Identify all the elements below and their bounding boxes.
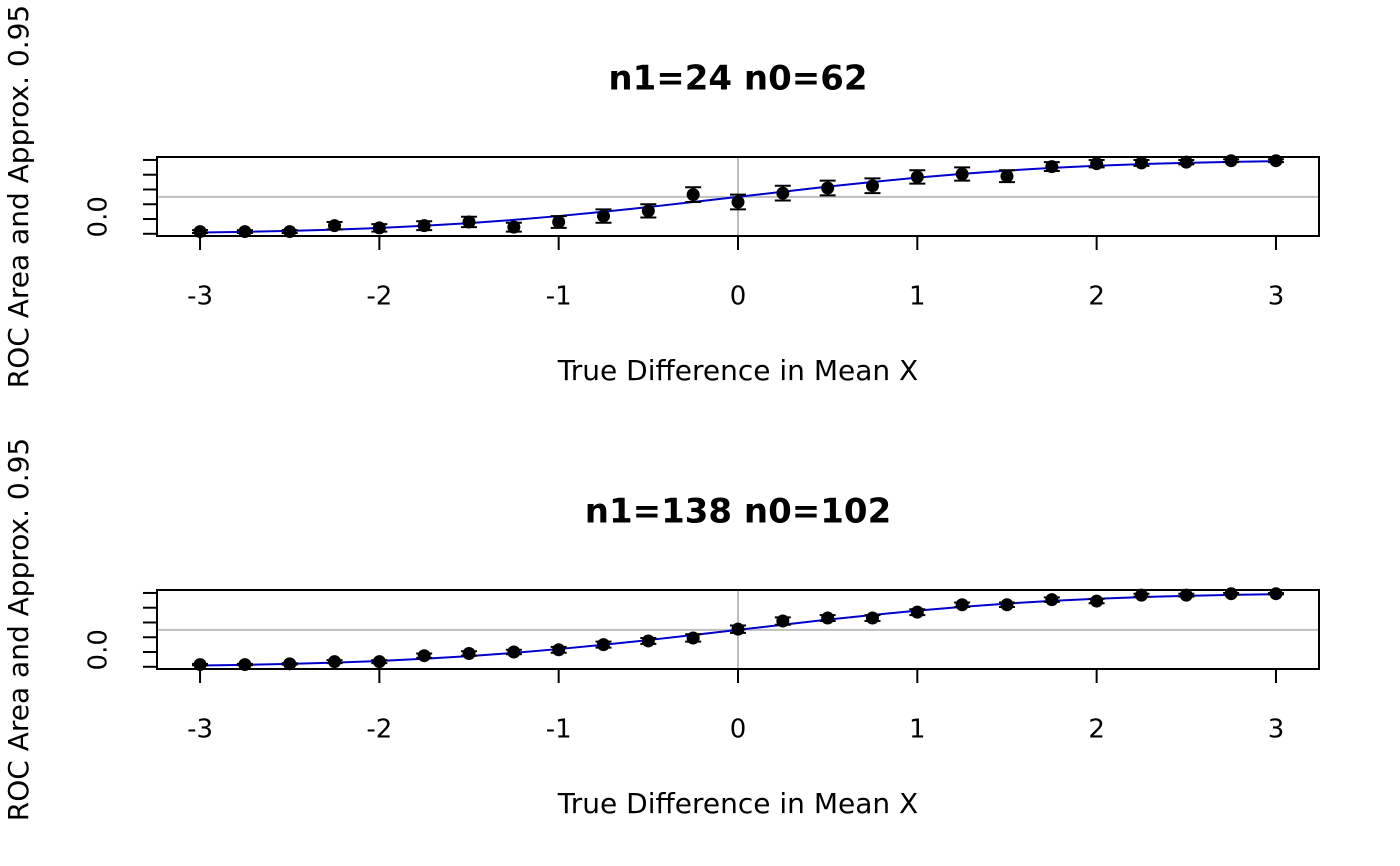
point [865,179,879,193]
point [238,225,252,239]
x-tick-label: -2 [366,715,392,745]
x-tick-label: 3 [1268,282,1285,312]
point [731,195,745,209]
point [193,658,207,672]
x-tick-label: -1 [546,715,572,745]
x-tick-label: -3 [187,282,213,312]
point [776,186,790,200]
x-tick-label: 0 [730,282,747,312]
point [821,181,835,195]
point [955,598,969,612]
point [193,225,207,239]
point [1000,598,1014,612]
point [910,170,924,184]
chart-title: n1=138 n0=102 [585,492,891,532]
y-axis-label: ROC Area and Approx. 0.95 [2,5,35,388]
point [238,658,252,672]
point [1090,157,1104,171]
point [955,167,969,181]
x-tick-label: -1 [546,282,572,312]
x-tick-label: 2 [1088,282,1105,312]
point [776,614,790,628]
point [1179,588,1193,602]
point [865,611,879,625]
point [462,215,476,229]
x-tick-label: -3 [187,715,213,745]
point [731,622,745,636]
point [1134,588,1148,602]
x-tick-label: 1 [909,715,926,745]
point [641,634,655,648]
point [283,225,297,239]
point [910,605,924,619]
point [507,220,521,234]
point [1269,154,1283,168]
point [686,188,700,202]
point [1179,155,1193,169]
point [597,638,611,652]
point [1045,593,1059,607]
point [328,219,342,233]
point [507,645,521,659]
point [552,215,566,229]
x-tick-label: 3 [1268,715,1285,745]
x-axis-label: True Difference in Mean X [557,787,918,820]
y-axis-label: ROC Area and Approx. 0.95 [2,438,35,821]
point [1224,154,1238,168]
point [417,649,431,663]
chart-title: n1=24 n0=62 [608,59,867,99]
point [283,657,297,671]
x-tick-label: -2 [366,282,392,312]
x-axis-label: True Difference in Mean X [557,354,918,387]
point [1224,587,1238,601]
point [686,631,700,645]
y-tick-label: 0.0 [84,629,114,670]
y-tick-label: 0.0 [84,196,114,237]
point [1045,160,1059,174]
point [328,655,342,669]
point [1269,587,1283,601]
point [372,655,386,669]
x-tick-label: 1 [909,282,926,312]
point [462,646,476,660]
point [552,643,566,657]
point [597,209,611,223]
x-tick-label: 0 [730,715,747,745]
point [417,219,431,233]
point [641,204,655,218]
x-tick-label: 2 [1088,715,1105,745]
point [821,611,835,625]
point [1134,156,1148,170]
point [1090,594,1104,608]
point [372,221,386,235]
point [1000,169,1014,183]
